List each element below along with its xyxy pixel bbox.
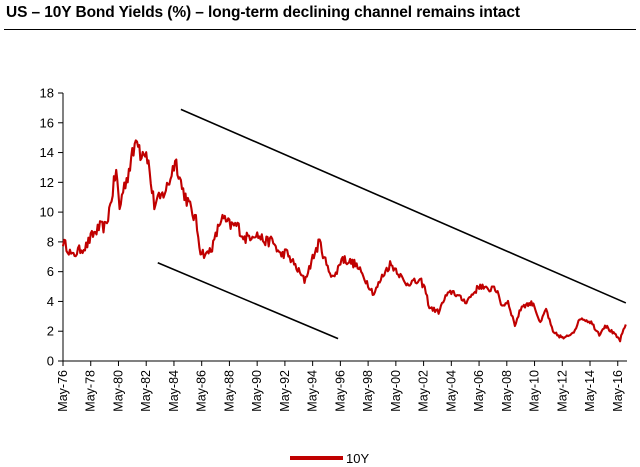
x-tick-label: May-12	[555, 370, 569, 412]
x-tick-label: May-16	[611, 370, 625, 412]
y-tick-label: 2	[47, 324, 54, 339]
y-axis: 0 2 4 6 8 10 12 14 16 18	[40, 86, 64, 369]
x-tick-label: May-10	[528, 370, 542, 412]
x-tick-label: May-88	[222, 370, 236, 412]
y-tick-label: 16	[40, 115, 54, 130]
legend: 10Y	[290, 451, 369, 466]
y-tick-label: 4	[47, 294, 54, 309]
y-tick-label: 0	[47, 354, 54, 369]
x-tick-label: May-96	[333, 370, 347, 412]
legend-label-10y: 10Y	[346, 451, 369, 466]
x-tick-label: May-92	[278, 370, 292, 412]
x-tick-label: May-82	[139, 370, 153, 412]
x-tick-label: May-76	[56, 370, 70, 412]
x-tick-label: May-84	[167, 370, 181, 412]
x-tick-label: May-86	[195, 370, 209, 412]
x-tick-label: May-78	[84, 370, 98, 412]
y-tick-label: 8	[47, 234, 54, 249]
chart-title: US – 10Y Bond Yields (%) – long-term dec…	[6, 4, 520, 21]
y-tick-label: 18	[40, 86, 54, 101]
title-underline	[4, 29, 636, 30]
x-tick-label: May-90	[250, 370, 264, 412]
trendline-upper	[180, 108, 627, 304]
y-tick-label: 12	[40, 175, 54, 190]
x-tick-label: May-00	[389, 370, 403, 412]
series-layer	[61, 139, 627, 343]
x-tick-label: May-80	[111, 370, 125, 412]
x-tick-label: May-98	[361, 370, 375, 412]
y-tick-label: 6	[47, 264, 54, 279]
x-tick-label: May-06	[472, 370, 486, 412]
x-tick-label: May-04	[444, 370, 458, 412]
trendlines	[157, 108, 627, 340]
x-tick-label: May-14	[583, 370, 597, 412]
series-line-10y	[61, 139, 627, 343]
x-tick-label: May-94	[306, 370, 320, 412]
y-tick-label: 14	[40, 145, 54, 160]
x-axis: May-76 May-78 May-80 May-82 May-84 May-86 May-…	[56, 360, 627, 412]
trendline-lower	[157, 261, 339, 340]
x-tick-label: May-08	[500, 370, 514, 412]
y-tick-label: 10	[40, 205, 54, 220]
x-tick-label: May-02	[417, 370, 431, 412]
